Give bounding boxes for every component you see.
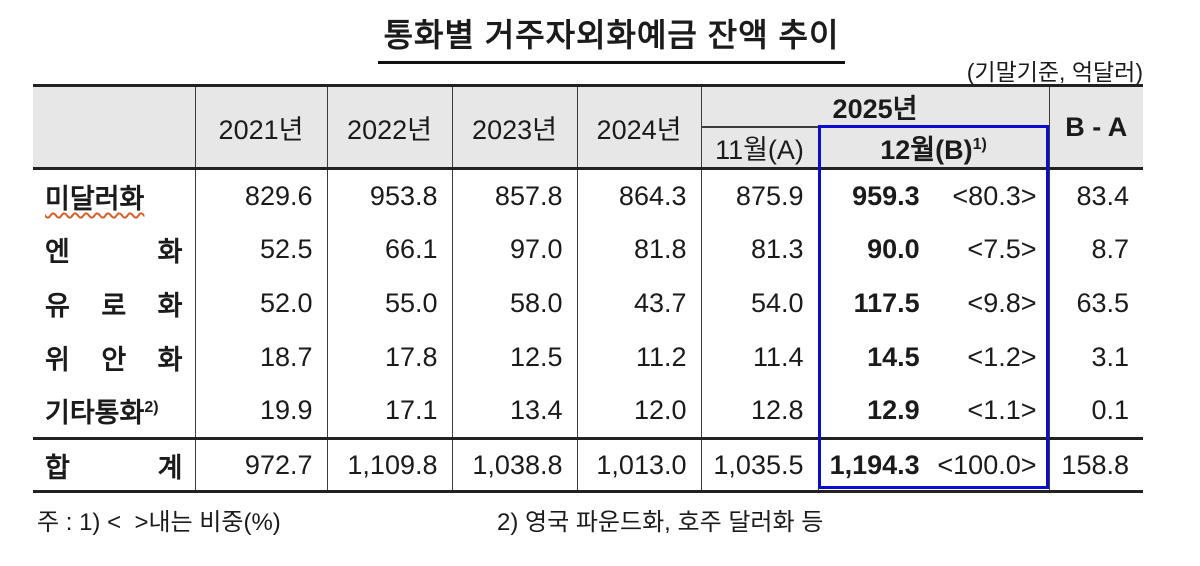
table-row-jpy: 엔 화 52.5 66.1 97.0 81.8 81.3 90.0 <7.5> 8… — [33, 222, 1143, 277]
cell-eur-2021: 52.0 — [194, 276, 327, 331]
col-header-2021: 2021년 — [194, 85, 327, 170]
cell-other-2023: 13.4 — [451, 384, 577, 439]
col-header-november: 11월(A) — [700, 127, 818, 170]
cell-jpy-2021: 52.5 — [194, 222, 327, 277]
unit-note-suffix: ) — [1135, 59, 1143, 85]
footnote-ref-2: 2) — [144, 399, 159, 417]
cell-eur-dec: 117.5 <9.8> — [817, 276, 1049, 331]
cell-other-2024: 12.0 — [576, 384, 701, 439]
cell-eur-2022: 55.0 — [326, 276, 452, 331]
cell-total-dec: 1,194.3 <100.0> — [817, 437, 1049, 493]
deposits-table: 2021년 2022년 2023년 2024년 2025년 B - A 11월(… — [33, 84, 1143, 493]
cell-other-nov: 12.8 — [700, 384, 818, 439]
cell-usd-dec: 959.3 <80.3> — [817, 168, 1049, 223]
col-header-2022: 2022년 — [326, 85, 452, 170]
col-header-december: 12월(B)1) — [817, 127, 1049, 170]
cell-total-2021: 972.7 — [194, 437, 327, 493]
col-header-2025-group: 2025년 — [700, 85, 1049, 128]
cell-usd-2021: 829.6 — [194, 168, 327, 223]
cell-cny-nov: 11.4 — [700, 330, 818, 385]
cell-usd-diff: 83.4 — [1048, 168, 1143, 223]
cell-cny-2021: 18.7 — [194, 330, 327, 385]
cell-jpy-dec: 90.0 <7.5> — [817, 222, 1049, 277]
cell-jpy-nov: 81.3 — [700, 222, 818, 277]
header-blank-cell — [33, 85, 195, 170]
cell-other-2022: 17.1 — [326, 384, 452, 439]
table-row-other: 기타통화2) 19.9 17.1 13.4 12.0 12.8 12.9 <1.1… — [33, 384, 1143, 439]
table-row-total: 합 계 972.7 1,109.8 1,038.8 1,013.0 1,035.… — [33, 437, 1143, 493]
row-label-eur: 유 로 화 — [45, 291, 183, 321]
footnote-ref-1: 1) — [972, 136, 987, 153]
cell-eur-2023: 58.0 — [451, 276, 577, 331]
table-row-cny: 위 안 화 18.7 17.8 12.5 11.2 11.4 14.5 <1.2>… — [33, 330, 1143, 385]
cell-other-2021: 19.9 — [194, 384, 327, 439]
deposits-table-grid: 2021년 2022년 2023년 2024년 2025년 B - A 11월(… — [33, 84, 1143, 493]
header-row-2: 11월(A) 12월(B)1) — [33, 127, 1143, 170]
title-area: 통화별 거주자외화예금 잔액 추이 — [33, 10, 1190, 64]
cell-usd-nov: 875.9 — [700, 168, 818, 223]
cell-eur-diff: 63.5 — [1048, 276, 1143, 331]
table-row-eur: 유 로 화 52.0 55.0 58.0 43.7 54.0 117.5 <9.8… — [33, 276, 1143, 331]
row-label-usd: 미달러화 — [45, 183, 145, 214]
cell-cny-2024: 11.2 — [576, 330, 701, 385]
cell-total-2024: 1,013.0 — [576, 437, 701, 493]
row-label-total: 합 계 — [33, 437, 195, 493]
page-title: 통화별 거주자외화예금 잔액 추이 — [377, 10, 846, 64]
row-label-jpy: 엔 화 — [45, 237, 183, 267]
row-label-cny: 위 안 화 — [45, 345, 183, 375]
col-header-b-minus-a: B - A — [1048, 85, 1143, 170]
cell-usd-2022: 953.8 — [326, 168, 452, 223]
col-header-2023: 2023년 — [451, 85, 577, 170]
cell-eur-nov: 54.0 — [700, 276, 818, 331]
table-row-usd: 미달러화 829.6 953.8 857.8 864.3 875.9 959.3… — [33, 168, 1143, 223]
unit-note-word: 억달러 — [1071, 59, 1136, 85]
cell-total-2022: 1,109.8 — [326, 437, 452, 493]
cell-cny-2023: 12.5 — [451, 330, 577, 385]
cell-total-nov: 1,035.5 — [700, 437, 818, 493]
footnote-2: 2) 영국 파운드화, 호주 달러화 등 — [497, 509, 824, 536]
cell-usd-2024: 864.3 — [576, 168, 701, 223]
cell-cny-diff: 3.1 — [1048, 330, 1143, 385]
cell-cny-2022: 17.8 — [326, 330, 452, 385]
unit-note-prefix: (기말기준, — [966, 59, 1072, 85]
cell-jpy-diff: 8.7 — [1048, 222, 1143, 277]
cell-jpy-2023: 97.0 — [451, 222, 577, 277]
cell-jpy-2022: 66.1 — [326, 222, 452, 277]
header-row-1: 2021년 2022년 2023년 2024년 2025년 B - A — [33, 85, 1143, 170]
cell-cny-dec: 14.5 <1.2> — [817, 330, 1049, 385]
cell-total-2023: 1,038.8 — [451, 437, 577, 493]
cell-jpy-2024: 81.8 — [576, 222, 701, 277]
col-header-2024: 2024년 — [576, 85, 701, 170]
cell-usd-2023: 857.8 — [451, 168, 577, 223]
footnote-1: 주 : 1) < >내는 비중(%) — [37, 509, 281, 536]
cell-other-dec: 12.9 <1.1> — [817, 384, 1049, 439]
cell-total-diff: 158.8 — [1048, 437, 1143, 493]
row-label-other: 기타통화2) — [45, 398, 159, 429]
cell-eur-2024: 43.7 — [576, 276, 701, 331]
unit-note: (기말기준, 억달러) — [967, 53, 1143, 87]
cell-other-diff: 0.1 — [1048, 384, 1143, 439]
